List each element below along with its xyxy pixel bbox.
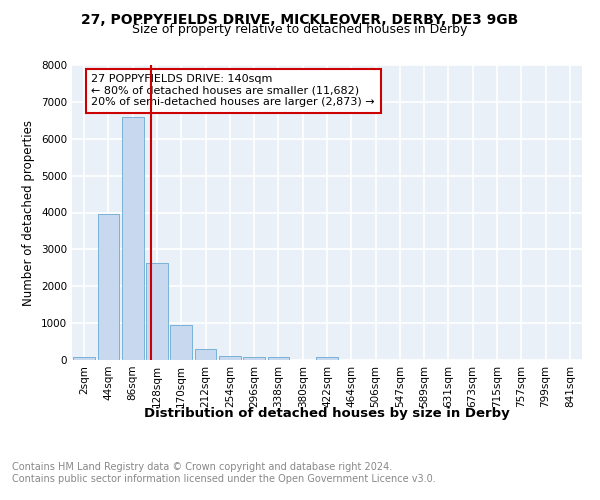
Bar [268, 357, 289, 360]
Bar [316, 357, 338, 360]
Text: Distribution of detached houses by size in Derby: Distribution of detached houses by size … [144, 408, 510, 420]
Bar [122, 116, 143, 360]
Text: Size of property relative to detached houses in Derby: Size of property relative to detached ho… [133, 22, 467, 36]
Y-axis label: Number of detached properties: Number of detached properties [22, 120, 35, 306]
Bar [146, 263, 168, 360]
Bar [219, 356, 241, 360]
Text: Contains HM Land Registry data © Crown copyright and database right 2024.
Contai: Contains HM Land Registry data © Crown c… [12, 462, 436, 484]
Bar [243, 357, 265, 360]
Bar [97, 214, 119, 360]
Bar [194, 348, 217, 360]
Bar [73, 358, 95, 360]
Bar [170, 324, 192, 360]
Text: 27, POPPYFIELDS DRIVE, MICKLEOVER, DERBY, DE3 9GB: 27, POPPYFIELDS DRIVE, MICKLEOVER, DERBY… [82, 12, 518, 26]
Text: 27 POPPYFIELDS DRIVE: 140sqm
← 80% of detached houses are smaller (11,682)
20% o: 27 POPPYFIELDS DRIVE: 140sqm ← 80% of de… [91, 74, 375, 108]
